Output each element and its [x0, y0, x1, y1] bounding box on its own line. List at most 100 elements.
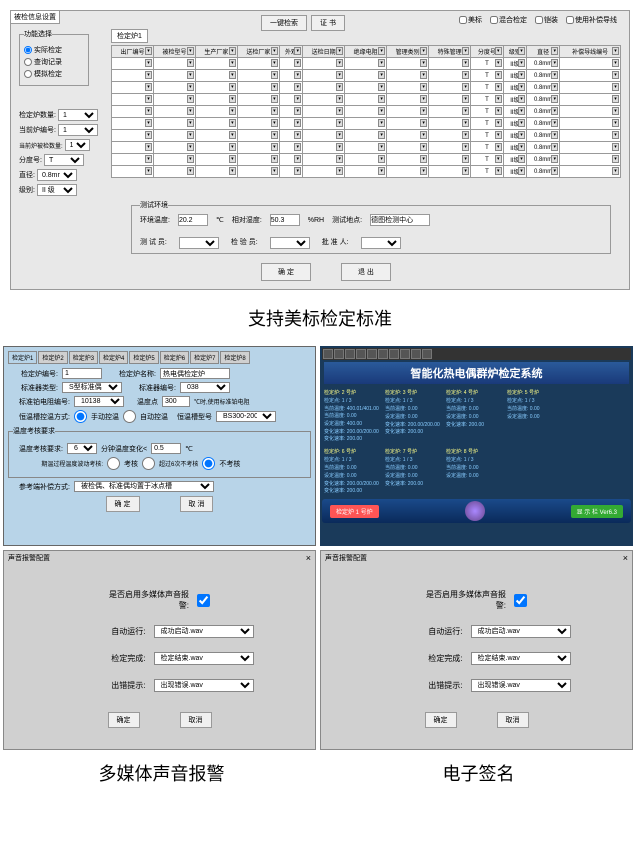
table-row[interactable]: ▾▾▾▾▾▾▾▾▾T▾II级▾0.8mm▾▾	[112, 142, 621, 154]
diameter[interactable]: 0.8mm	[37, 169, 77, 181]
tab-furnace1[interactable]: 检定炉1	[111, 29, 148, 43]
bp-comp[interactable]: 被检偶、标准偶均置于冰点槽	[74, 481, 214, 492]
bp-chk1[interactable]	[107, 457, 120, 470]
col-header: 直径▾	[527, 46, 560, 58]
table-row[interactable]: ▾▾▾▾▾▾▾▾▾T▾II级▾0.8mm▾▾	[112, 70, 621, 82]
tab-furnace[interactable]: 检定炉4	[99, 351, 128, 364]
sound-auto-2[interactable]: 成功启动.wav	[471, 625, 571, 638]
sound-error[interactable]: 出现错误.wav	[154, 679, 254, 692]
caption-2: 多媒体声音报警	[3, 760, 320, 786]
bp-temppt[interactable]	[162, 396, 190, 407]
env-humid[interactable]	[270, 214, 300, 226]
tab-furnace[interactable]: 检定炉7	[190, 351, 219, 364]
col-header: 特殊管理▾	[429, 46, 471, 58]
sound-enable[interactable]	[197, 594, 210, 607]
bp-bath[interactable]: BS300-20091	[216, 411, 276, 422]
col-header: 分度号▾	[471, 46, 504, 58]
bp-ok[interactable]: 确 定	[106, 496, 140, 512]
env-loc[interactable]	[370, 214, 430, 226]
gp-ok-2[interactable]: 确定	[425, 712, 457, 728]
chk-armor[interactable]	[535, 16, 543, 24]
caption-3: 电子签名	[320, 760, 637, 786]
bp-manual[interactable]	[74, 410, 87, 423]
dark-right-btn[interactable]: 显 示 栏 Ver6.3	[571, 505, 623, 518]
current-furnace[interactable]: 1	[58, 124, 98, 136]
monitor-panel: 智能化热电偶群炉检定系统 检定炉: 2 号炉检定点: 1 / 3当前温度: 40…	[320, 346, 633, 546]
table-row[interactable]: ▾▾▾▾▾▾▾▾▾T▾II级▾0.8mm▾▾	[112, 82, 621, 94]
env-temp[interactable]	[178, 214, 208, 226]
sound-error-2[interactable]: 出现错误.wav	[471, 679, 571, 692]
left-controls: 检定炉数量:1 当前炉编号:1 当前炉被检数量:10 分度号:T 直径:0.8m…	[19, 106, 104, 199]
col-header: 出厂编号▾	[112, 46, 154, 58]
radio-simulate[interactable]	[24, 70, 32, 78]
col-header: 生产厂家▾	[195, 46, 237, 58]
gp-ok[interactable]: 确定	[108, 712, 140, 728]
close-icon[interactable]: ×	[623, 553, 628, 563]
radio-actual[interactable]	[24, 46, 32, 54]
close-icon[interactable]: ×	[306, 553, 311, 563]
bp-stdid[interactable]: 038	[180, 382, 230, 393]
sound-done-2[interactable]: 检定结束.wav	[471, 652, 571, 665]
tab-furnace[interactable]: 检定炉6	[160, 351, 189, 364]
window-title: 被检信息设置	[10, 10, 60, 24]
exit-button[interactable]: 退 出	[341, 263, 391, 281]
bp-min[interactable]: 6	[67, 443, 97, 454]
bp-id[interactable]	[62, 368, 102, 379]
col-header: 补偿导线编号▾	[560, 46, 621, 58]
bp-chk2[interactable]	[142, 457, 155, 470]
chk-mixed[interactable]	[490, 16, 498, 24]
col-header: 级别▾	[503, 46, 526, 58]
bp-delta[interactable]	[151, 443, 181, 454]
gp-cancel-2[interactable]: 取消	[497, 712, 529, 728]
tab-furnace[interactable]: 检定炉3	[69, 351, 98, 364]
sound-done[interactable]: 检定结束.wav	[154, 652, 254, 665]
ok-button[interactable]: 确 定	[261, 263, 311, 281]
table-row[interactable]: ▾▾▾▾▾▾▾▾▾T▾II级▾0.8mm▾▾	[112, 166, 621, 178]
table-row[interactable]: ▾▾▾▾▾▾▾▾▾T▾II级▾0.8mm▾▾	[112, 94, 621, 106]
table-row[interactable]: ▾▾▾▾▾▾▾▾▾T▾II级▾0.8mm▾▾	[112, 118, 621, 130]
bp-name[interactable]	[160, 368, 230, 379]
bp-prtid[interactable]: 10138	[74, 396, 124, 407]
col-header: 送检厂家▾	[237, 46, 279, 58]
caption-1: 支持美标检定标准	[0, 305, 640, 331]
bp-chk3[interactable]	[202, 457, 215, 470]
sound-enable-2[interactable]	[514, 594, 527, 607]
table-row[interactable]: ▾▾▾▾▾▾▾▾▾T▾II级▾0.8mm▾▾	[112, 130, 621, 142]
sample-count[interactable]: 10	[65, 139, 90, 151]
test-env-group: 测试环境 环境温度:℃ 相对湿度:%RH 测试地点: 测 试 员: 检 验 员:…	[131, 200, 611, 254]
calibration-settings-window: 被检信息设置 功能选择 实际检定 查询记录 模拟检定 检定炉数量:1 当前炉编号…	[10, 10, 630, 290]
tab-furnace[interactable]: 检定炉8	[220, 351, 249, 364]
tab-furnace[interactable]: 检定炉2	[38, 351, 67, 364]
radio-query[interactable]	[24, 58, 32, 66]
col-header: 被检型号▾	[153, 46, 195, 58]
function-select-group: 功能选择 实际检定 查询记录 模拟检定	[19, 29, 89, 86]
furnace-count[interactable]: 1	[58, 109, 98, 121]
chk-us[interactable]	[459, 16, 467, 24]
gp-cancel[interactable]: 取消	[180, 712, 212, 728]
tab-furnace[interactable]: 检定炉5	[129, 351, 158, 364]
table-row[interactable]: ▾▾▾▾▾▾▾▾▾T▾II级▾0.8mm▾▾	[112, 58, 621, 70]
tester[interactable]	[179, 237, 219, 249]
dark-toolbar	[322, 348, 631, 360]
table-row[interactable]: ▾▾▾▾▾▾▾▾▾T▾II级▾0.8mm▾▾	[112, 154, 621, 166]
table-row[interactable]: ▾▾▾▾▾▾▾▾▾T▾II级▾0.8mm▾▾	[112, 106, 621, 118]
col-header: 外观▾	[279, 46, 302, 58]
graduation[interactable]: T	[44, 154, 84, 166]
sound-config-panel-2: 声音报警配置 × 是否启用多媒体声音报警: 自动运行:成功启动.wav 检定完成…	[320, 550, 633, 750]
top-checks: 美标 混合检定 铠装 使用补偿导线	[459, 15, 617, 25]
chk-comp[interactable]	[566, 16, 574, 24]
checker[interactable]	[270, 237, 310, 249]
tab-furnace[interactable]: 检定炉1	[8, 351, 37, 364]
function-legend: 功能选择	[24, 29, 52, 39]
tab-area: 检定炉1 出厂编号▾被检型号▾生产厂家▾送检厂家▾外观▾送检日期▾绝缘电阻▾管理…	[111, 29, 621, 178]
bp-stdtype[interactable]: S型标准偶	[62, 382, 122, 393]
sound-auto[interactable]: 成功启动.wav	[154, 625, 254, 638]
bp-cancel[interactable]: 取 消	[180, 496, 214, 512]
dark-title: 智能化热电偶群炉检定系统	[324, 362, 629, 384]
bp-auto[interactable]	[123, 410, 136, 423]
approver[interactable]	[361, 237, 401, 249]
grade[interactable]: II 级	[37, 184, 77, 196]
dark-center-icon[interactable]	[465, 501, 485, 521]
dark-left-btn[interactable]: 检定炉 1 号炉	[330, 505, 379, 518]
col-header: 管理类别▾	[387, 46, 429, 58]
